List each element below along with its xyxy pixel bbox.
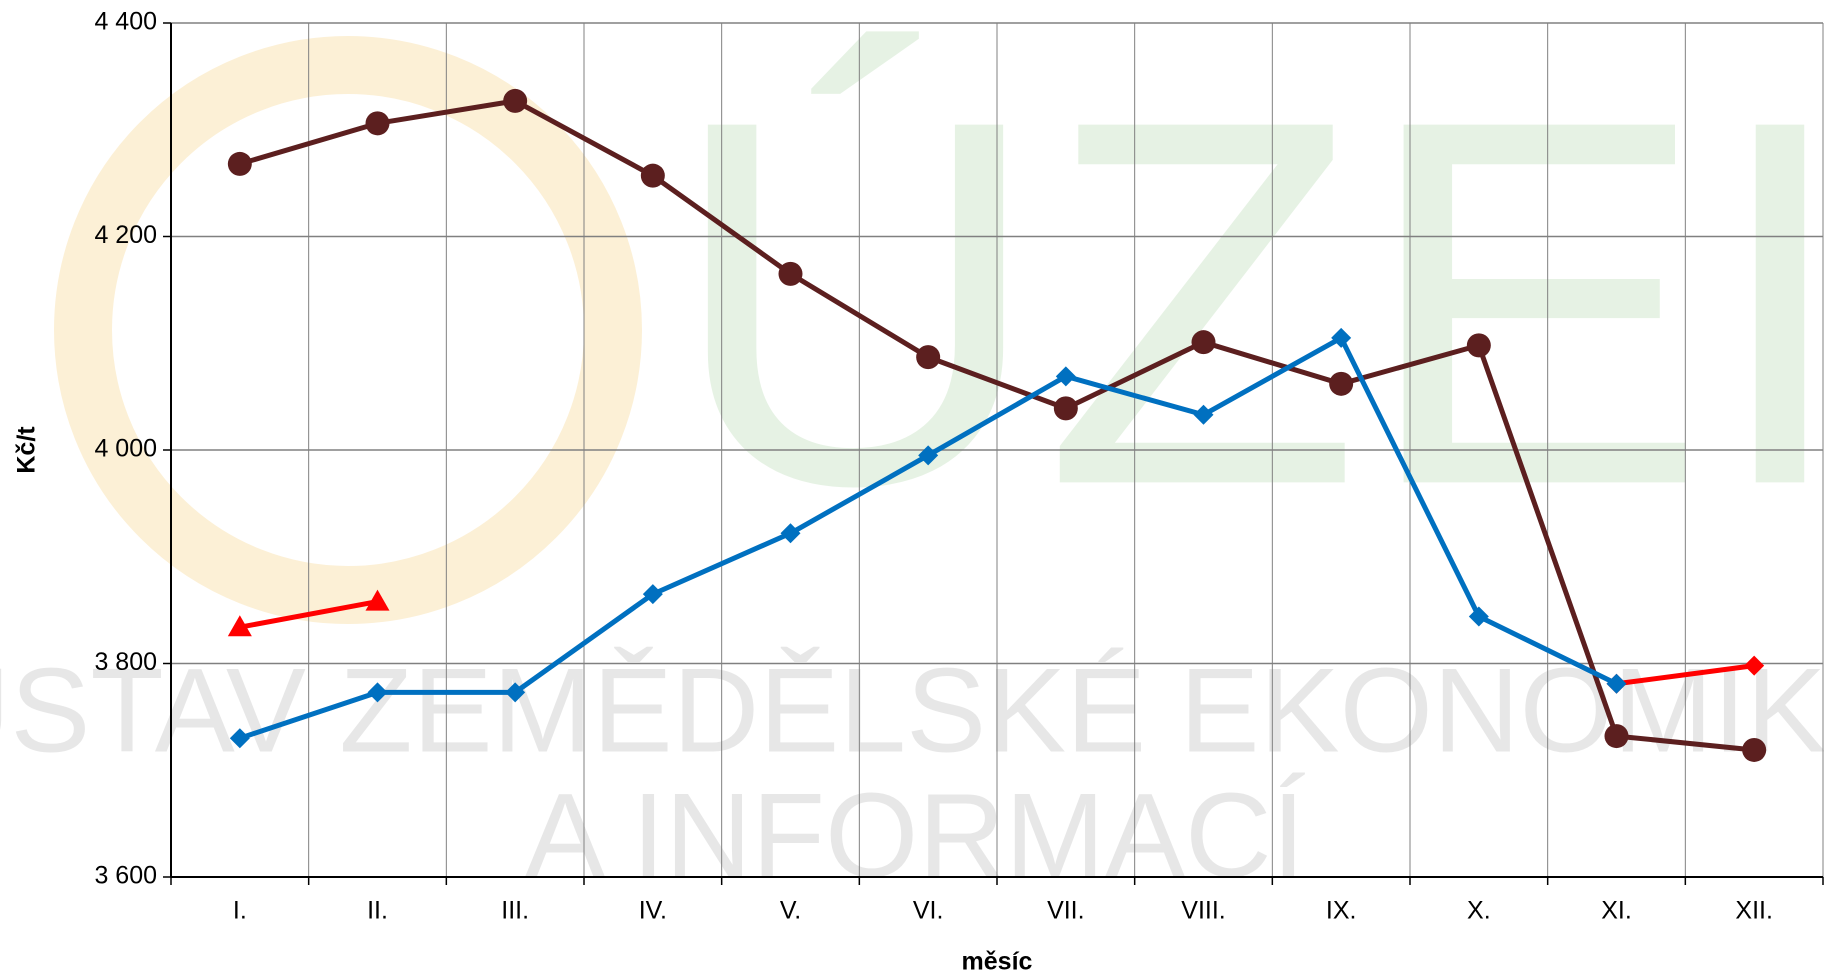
marker	[1606, 673, 1627, 694]
marker	[227, 151, 252, 176]
series-line	[1616, 663, 1755, 687]
marker	[1466, 333, 1491, 358]
y-tick-label: 4 000	[94, 435, 157, 463]
x-tick-label: XI.	[1601, 897, 1632, 925]
marker	[365, 589, 390, 611]
marker	[642, 584, 663, 605]
y-tick-label: 3 800	[94, 648, 157, 676]
marker	[1191, 330, 1216, 355]
y-tick-label: 4 200	[94, 221, 157, 249]
x-axis-label: měsíc	[962, 948, 1033, 976]
marker	[503, 88, 528, 113]
marker	[918, 445, 939, 466]
marker	[640, 163, 665, 188]
marker	[1744, 655, 1765, 676]
marker	[1053, 396, 1078, 421]
marker	[780, 523, 801, 544]
marker	[1468, 606, 1489, 627]
marker	[1055, 366, 1076, 387]
watermark-text: ÚSTAV ZEMĚDĚLSKÉ EKONOMIKY	[0, 644, 1824, 778]
watermark-ring	[54, 36, 642, 624]
x-tick-label: IV.	[639, 897, 667, 925]
y-tick-label: 3 600	[94, 862, 157, 890]
marker	[778, 261, 803, 286]
marker	[365, 111, 390, 136]
series-line	[239, 98, 1755, 753]
y-tick-label: 4 400	[94, 8, 157, 36]
y-axis-label: Kč/t	[13, 426, 41, 474]
x-tick-label: II.	[367, 897, 388, 925]
x-tick-label: I.	[233, 897, 247, 925]
x-tick-label: VI.	[913, 897, 944, 925]
marker	[1331, 327, 1352, 348]
marker	[505, 682, 526, 703]
x-tick-label: XII.	[1735, 897, 1773, 925]
marker	[1329, 371, 1354, 396]
x-tick-label: IX.	[1326, 897, 1357, 925]
marker	[229, 728, 250, 749]
x-tick-label: VIII.	[1181, 897, 1225, 925]
x-tick-label: VII.	[1047, 897, 1085, 925]
marker	[916, 345, 941, 370]
marker	[367, 682, 388, 703]
x-tick-label: III.	[501, 897, 529, 925]
watermark-text: A INFORMACÍ	[525, 769, 1306, 903]
watermark: ÚZEI ÚSTAV ZEMĚDĚLSKÉ EKONOMIKY A INFORM…	[0, 12, 1824, 902]
marker	[1742, 737, 1767, 762]
marker	[1604, 724, 1629, 749]
marker	[1193, 404, 1214, 425]
x-tick-label: V.	[780, 897, 801, 925]
series-line	[239, 599, 378, 630]
marker	[227, 615, 252, 637]
x-tick-label: X.	[1467, 897, 1491, 925]
